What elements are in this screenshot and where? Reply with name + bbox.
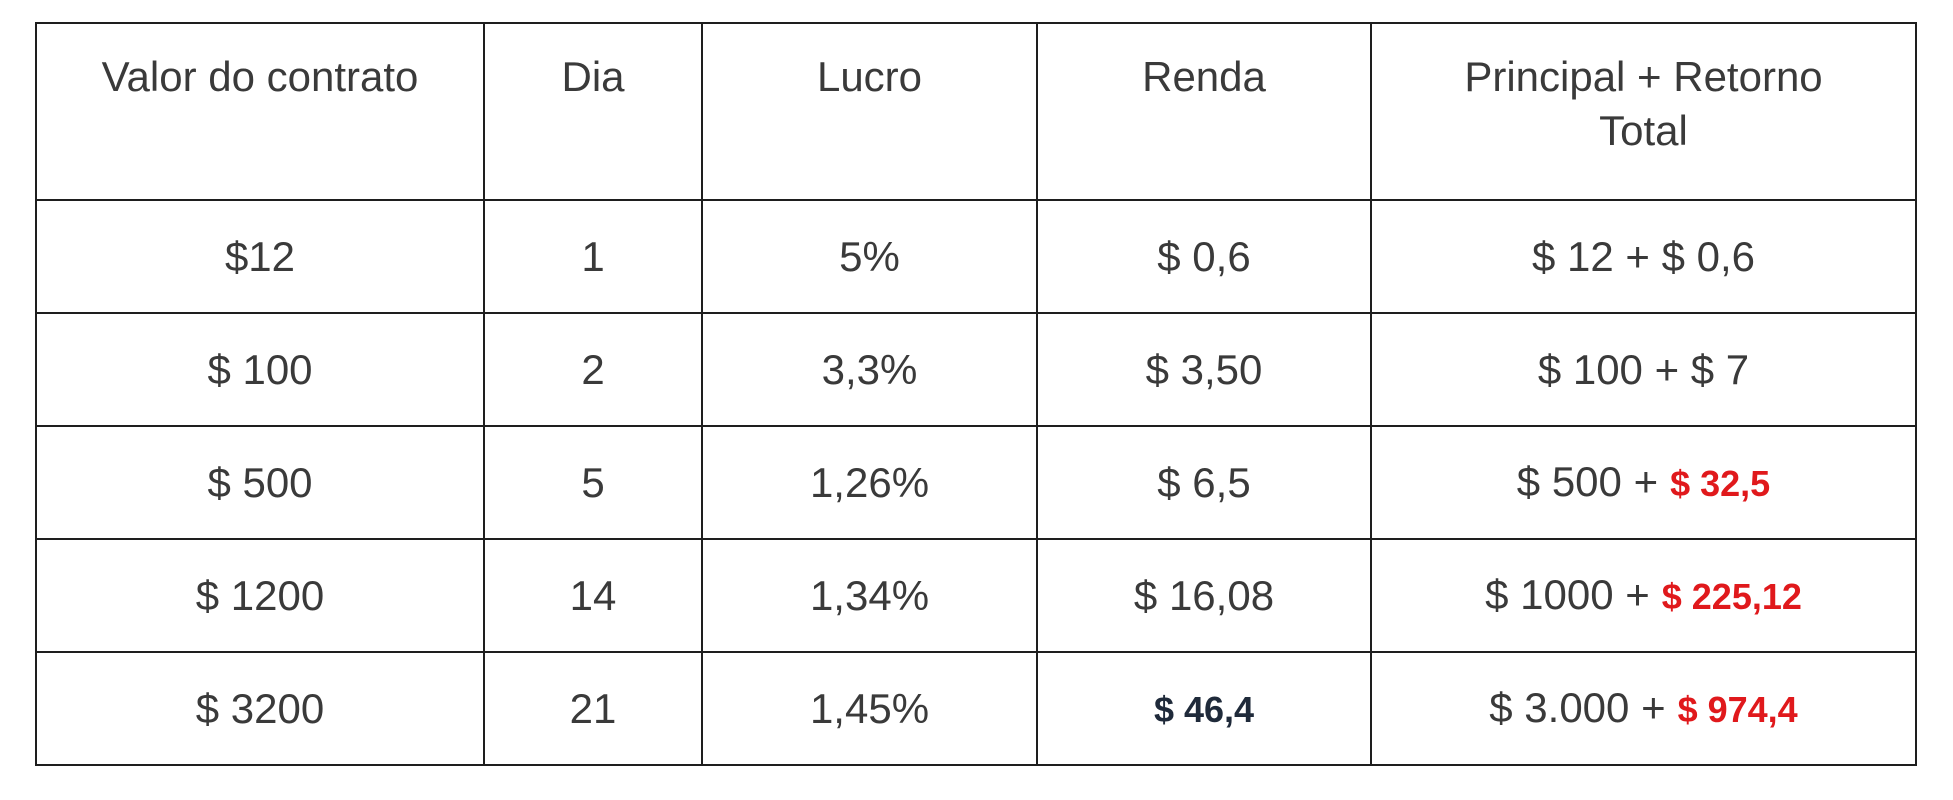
table-cell: $ 3.000 + $ 974,4 xyxy=(1370,651,1917,766)
table-cell: $12 xyxy=(35,199,485,314)
table-cell: $ 16,08 xyxy=(1036,538,1372,653)
highlight-text: $ 974,4 xyxy=(1677,688,1798,730)
table-cell: 1 xyxy=(483,199,703,314)
table-cell: 5 xyxy=(483,425,703,540)
table: Valor do contrato Dia Lucro Renda Principal … xyxy=(35,22,1917,766)
header-cell: Renda xyxy=(1036,22,1372,201)
table-cell: $ 100 + $ 7 xyxy=(1370,312,1917,427)
table-row: $ 1200 14 1,34% $ 16,08 $ 1000 + $ 225,12 xyxy=(35,538,1917,653)
table-cell: $ 6,5 xyxy=(1036,425,1372,540)
table-cell: $ 1000 + $ 225,12 xyxy=(1370,538,1917,653)
header-cell: Valor do contrato xyxy=(35,22,485,201)
cell-text: $ 3.000 + xyxy=(1489,683,1666,731)
header-cell: Principal + Retorno Total xyxy=(1370,22,1917,201)
table-cell: $ 500 xyxy=(35,425,485,540)
table-wrapper: Valor do contrato Dia Lucro Renda Principal … xyxy=(35,22,1917,766)
table-row: $12 1 5% $ 0,6 $ 12 + $ 0,6 xyxy=(35,199,1917,314)
table-cell: $ 12 + $ 0,6 xyxy=(1370,199,1917,314)
table-cell: 21 xyxy=(483,651,703,766)
table-cell: 14 xyxy=(483,538,703,653)
table-row: $ 100 2 3,3% $ 3,50 $ 100 + $ 7 xyxy=(35,312,1917,427)
highlight-text: $ 32,5 xyxy=(1670,462,1771,504)
highlight-text: $ 225,12 xyxy=(1661,575,1802,617)
table-cell: 1,34% xyxy=(701,538,1038,653)
table-row: $ 3200 21 1,45% $ 46,4 $ 3.000 + $ 974,4 xyxy=(35,651,1917,766)
table-cell: 3,3% xyxy=(701,312,1038,427)
table-cell: 5% xyxy=(701,199,1038,314)
table-cell: $ 3200 xyxy=(35,651,485,766)
table-body: $12 1 5% $ 0,6 $ 12 + $ 0,6 $ 100 2 3,3% $ 3,50 $… xyxy=(35,199,1917,766)
table-row: $ 500 5 1,26% $ 6,5 $ 500 + $ 32,5 xyxy=(35,425,1917,540)
table-cell: $ 500 + $ 32,5 xyxy=(1370,425,1917,540)
table-cell: $ 100 xyxy=(35,312,485,427)
cell-text: $ 1000 + xyxy=(1485,570,1650,618)
table-cell: $ 3,50 xyxy=(1036,312,1372,427)
table-cell: $ 46,4 xyxy=(1036,651,1372,766)
table-cell: $ 0,6 xyxy=(1036,199,1372,314)
table-cell: 2 xyxy=(483,312,703,427)
cell-text: $ 500 + xyxy=(1516,457,1659,505)
table-cell: 1,45% xyxy=(701,651,1038,766)
table-cell: 1,26% xyxy=(701,425,1038,540)
header-cell: Lucro xyxy=(701,22,1038,201)
table-cell: $ 1200 xyxy=(35,538,485,653)
header-row: Valor do contrato Dia Lucro Renda Principal … xyxy=(35,22,1917,201)
header-cell: Dia xyxy=(483,22,703,201)
bold-text: $ 46,4 xyxy=(1153,688,1255,730)
